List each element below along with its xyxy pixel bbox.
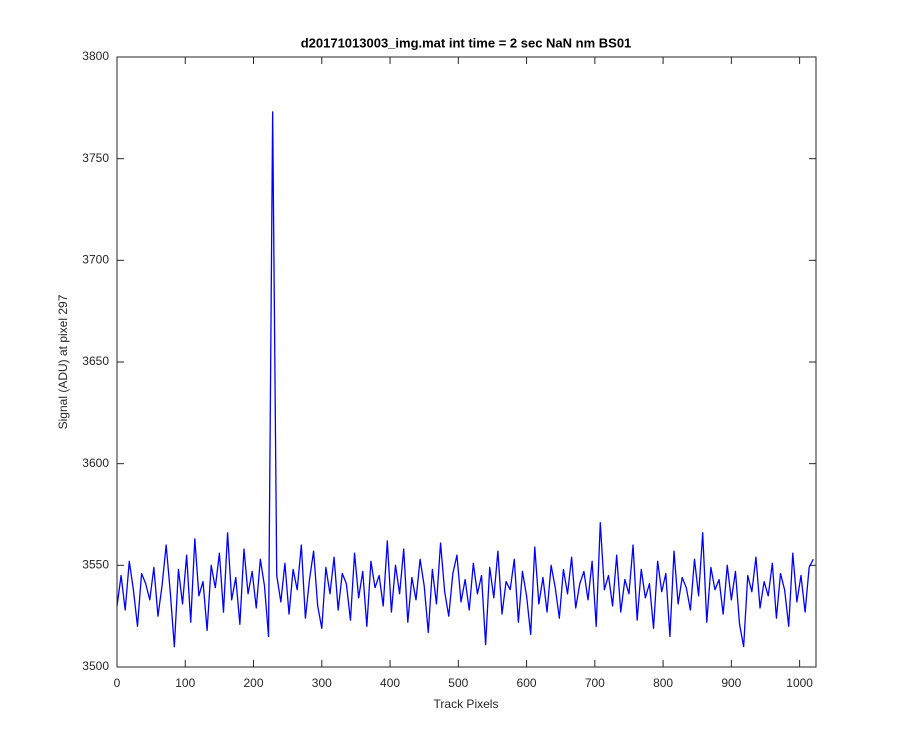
x-tick-label: 400 bbox=[380, 676, 400, 690]
axes-box bbox=[116, 56, 817, 668]
x-tick-label: 500 bbox=[448, 676, 468, 690]
y-tick-label: 3650 bbox=[82, 354, 109, 368]
x-tick-label: 700 bbox=[585, 676, 605, 690]
y-tick-label: 3500 bbox=[82, 659, 109, 673]
y-axis-label: Signal (ADU) at pixel 297 bbox=[56, 294, 70, 429]
x-tick-label: 600 bbox=[517, 676, 537, 690]
x-axis-label: Track Pixels bbox=[434, 697, 499, 711]
y-tick-label: 3600 bbox=[82, 456, 109, 470]
data-line bbox=[116, 111, 814, 648]
x-tick-label: 800 bbox=[653, 676, 673, 690]
x-tick-label: 100 bbox=[175, 676, 195, 690]
chart-title: d20171013003_img.mat int time = 2 sec Na… bbox=[301, 35, 632, 50]
x-tick-label: 300 bbox=[312, 676, 332, 690]
x-tick-label: 200 bbox=[244, 676, 264, 690]
y-tick-label: 3550 bbox=[82, 558, 109, 572]
x-tick-label: 1000 bbox=[786, 676, 813, 690]
y-tick-label: 3750 bbox=[82, 151, 109, 165]
y-tick-label: 3800 bbox=[82, 49, 109, 63]
x-tick-label: 0 bbox=[114, 676, 121, 690]
x-tick-label: 900 bbox=[721, 676, 741, 690]
y-tick-label: 3700 bbox=[82, 253, 109, 267]
